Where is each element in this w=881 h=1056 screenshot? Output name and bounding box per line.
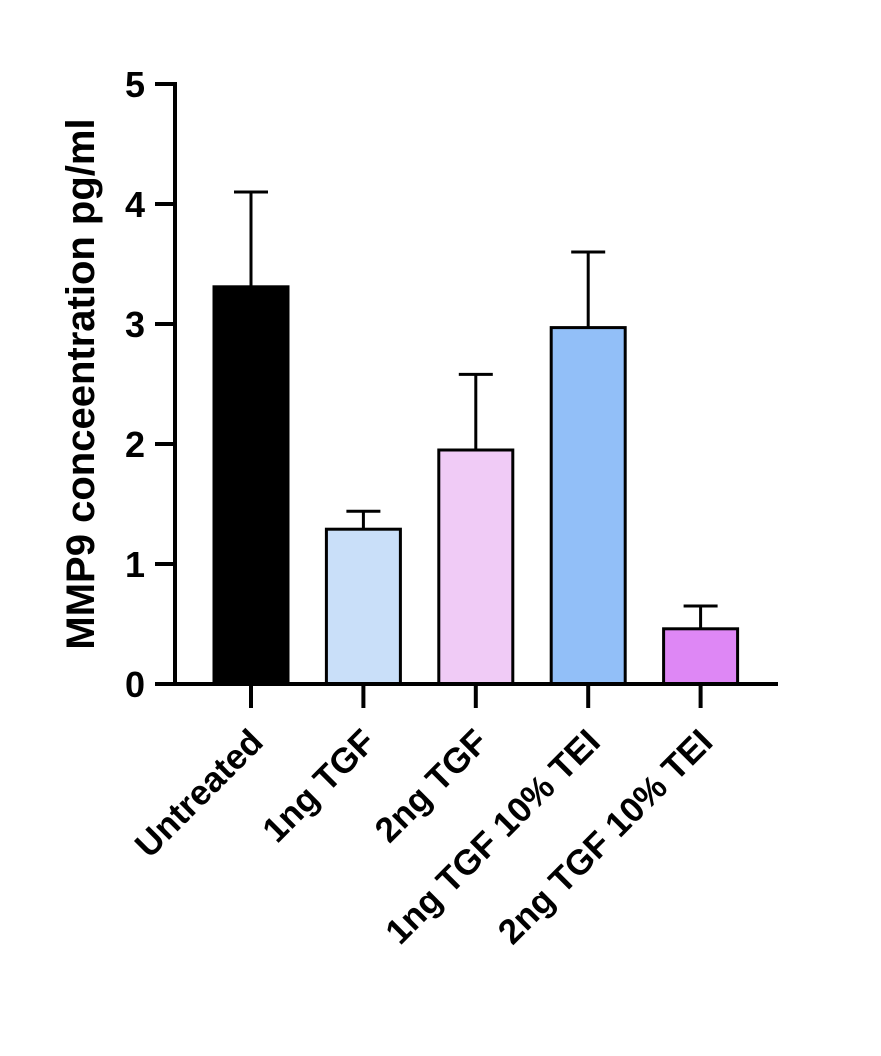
x-tick-label: 2ng TGF 10% TEI [491,722,721,952]
y-tick-label: 2 [125,424,145,465]
y-tick-label: 1 [125,544,145,585]
y-tick-label: 3 [125,304,145,345]
y-axis-title: MMP9 conceentration pg/ml [59,118,103,649]
bar [549,326,627,686]
y-tick-label: 5 [125,64,145,105]
bar [324,527,402,686]
bar [437,448,515,686]
bar [212,285,290,686]
y-tick-label: 0 [125,664,145,705]
x-tick-label: 1ng TGF [255,722,383,850]
y-tick-label: 4 [125,184,145,225]
bar [662,627,740,686]
x-tick-label: 1ng TGF 10% TEI [378,722,608,952]
x-tick-label: Untreated [128,722,271,865]
